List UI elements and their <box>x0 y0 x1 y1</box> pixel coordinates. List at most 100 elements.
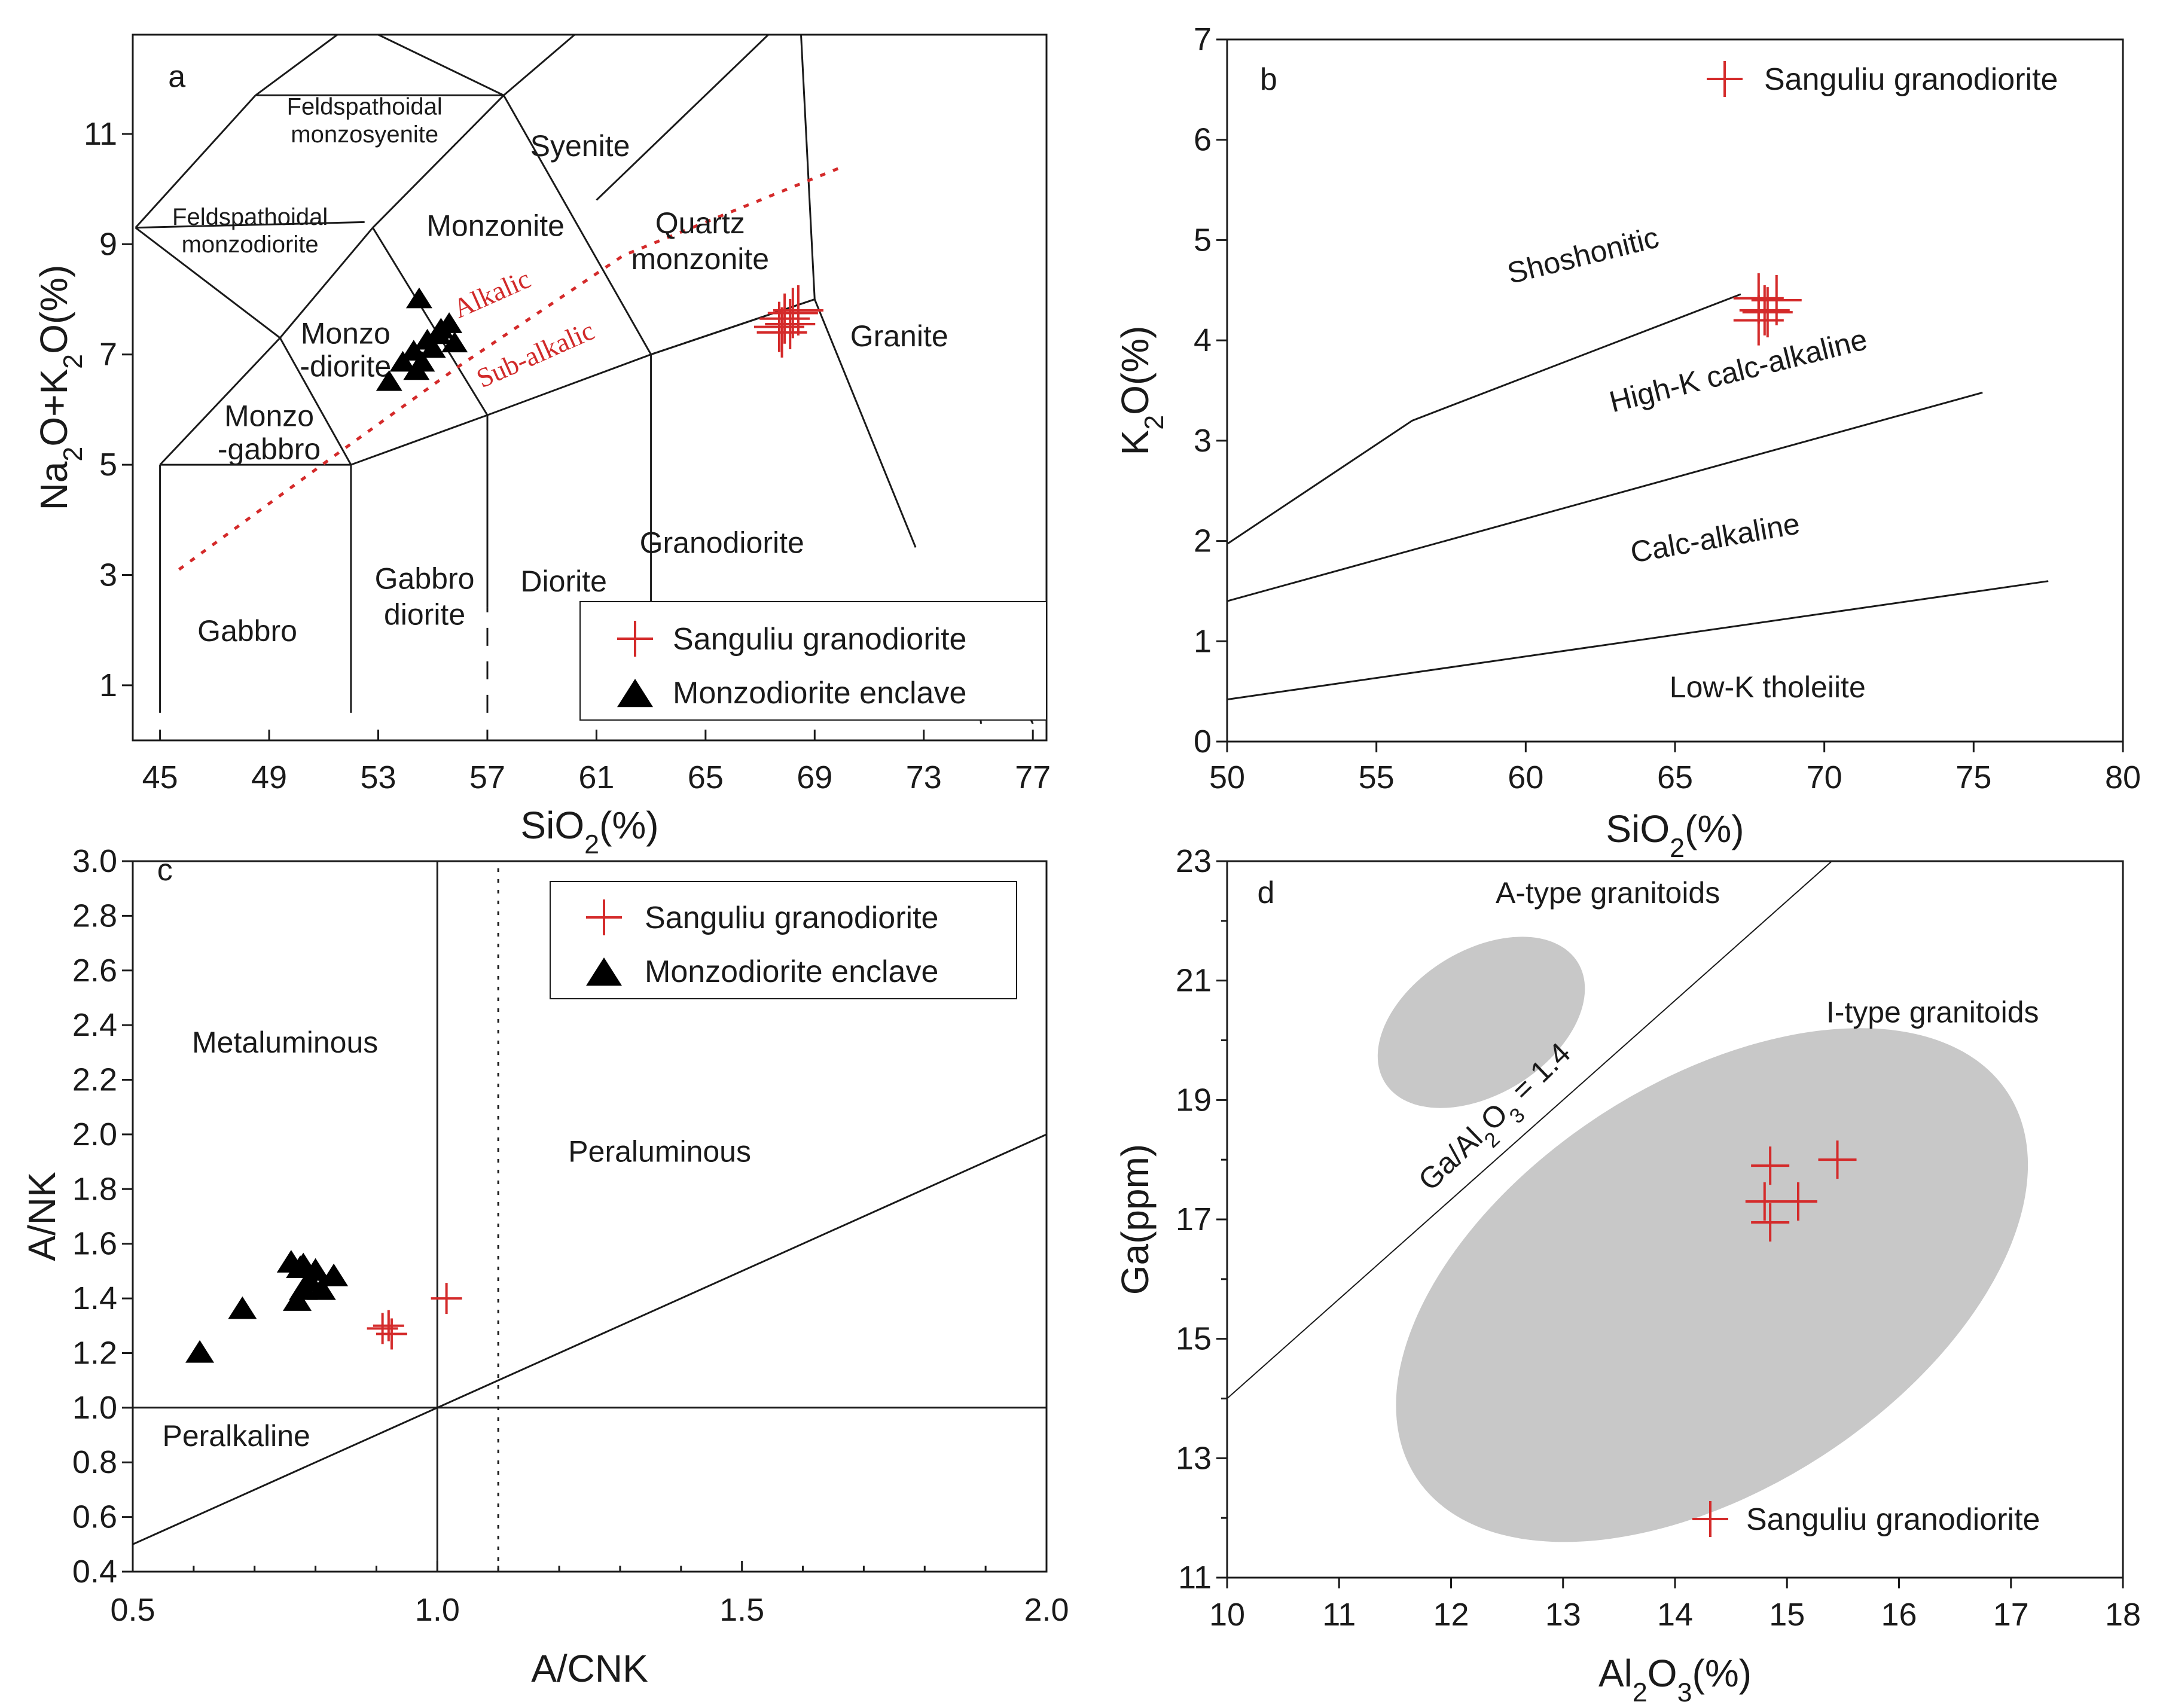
y-tick-label: 1 <box>99 667 117 703</box>
field-boundary <box>800 34 816 300</box>
field-boundary <box>279 337 352 465</box>
data-point-monzodiorite-enclave <box>283 1288 312 1311</box>
plot-frame <box>132 860 1048 1573</box>
one-to-one-line <box>132 1133 1047 1545</box>
field-boundary <box>596 33 769 201</box>
panel-b-k2o-sio2-diagram: 50 55 60 65 70 75 80 0 1 2 3 4 5 6 7 Shoshonitic High-K … <box>1113 22 2141 863</box>
legend-label: Monzodiorite enclave <box>645 954 938 989</box>
field-label-diorite: Diorite <box>520 565 606 598</box>
x-tick-label: 1.5 <box>719 1592 764 1628</box>
x-tick-label: 70 <box>1807 760 1842 795</box>
field-label-peralkaline: Peralkaline <box>162 1419 310 1453</box>
data-point-sanguliu-granodiorite <box>759 293 810 344</box>
x-tick-label: 73 <box>906 760 942 795</box>
y-axis-label: A/NK <box>20 1172 63 1261</box>
field-boundary <box>377 33 504 96</box>
alkalic-divider <box>178 165 843 571</box>
legend-box <box>579 601 1047 721</box>
field-label-calc-alkaline: Calc-alkaline <box>1628 507 1802 569</box>
x-tick-label: 45 <box>142 760 178 795</box>
data-point-monzodiorite-enclave <box>228 1296 257 1319</box>
field-boundary <box>502 94 652 355</box>
legend-label: Sanguliu granodiorite <box>645 901 938 935</box>
field-label-granodiorite: Granodiorite <box>640 526 804 560</box>
x-tick-label: 14 <box>1657 1597 1693 1633</box>
x-tick-label: 77 <box>1015 760 1051 795</box>
data-point-sanguliu-granodiorite <box>765 298 816 349</box>
legend-marker-plus <box>617 621 653 657</box>
x-tick-label: 49 <box>251 760 287 795</box>
data-point-monzodiorite-enclave <box>185 1340 215 1363</box>
y-tick-label: 1.8 <box>72 1171 117 1207</box>
y-tick-label: 5 <box>99 447 117 483</box>
y-tick-label: 2.6 <box>72 953 117 989</box>
y-tick-label: 15 <box>1176 1321 1212 1357</box>
x-tick-label: 50 <box>1209 760 1245 795</box>
x-tick-label: 13 <box>1545 1597 1581 1633</box>
data-point-monzodiorite-enclave <box>419 337 446 358</box>
x-tick-label: 75 <box>1955 760 1991 795</box>
x-tick-label: 53 <box>360 760 396 795</box>
y-tick-label: 13 <box>1176 1440 1212 1476</box>
series-boundary <box>1227 391 1983 602</box>
y-tick-label: 5 <box>1194 222 1212 258</box>
x-tick-label: 60 <box>1508 760 1543 795</box>
x-tick-label: 61 <box>578 760 614 795</box>
y-tick-label: 0.4 <box>72 1554 117 1590</box>
a-type-field <box>1377 937 1585 1108</box>
field-label-monzogabbro: Monzo <box>224 399 314 433</box>
y-tick-label: 1.6 <box>72 1226 117 1262</box>
field-label-granite: Granite <box>850 319 948 353</box>
y-tick-label: 9 <box>99 226 117 262</box>
field-label-low-k-tholeiite: Low-K tholeiite <box>1670 670 1866 704</box>
data-point-sanguliu-granodiorite <box>376 1318 407 1350</box>
field-label-gabbro-diorite: Gabbro <box>375 562 475 595</box>
field-label-shoshonitic: Shoshonitic <box>1504 220 1662 290</box>
y-tick-label: 7 <box>99 337 117 373</box>
x-tick-label: 65 <box>688 760 724 795</box>
field-boundary <box>279 227 374 338</box>
y-tick-label: 21 <box>1176 963 1212 999</box>
y-axis-label: Na2O+K2O(%) <box>32 265 88 511</box>
y-tick-label: 3 <box>99 557 117 593</box>
data-point-monzodiorite-enclave <box>405 287 432 309</box>
legend-label: Sanguliu granodiorite <box>1746 1502 2040 1537</box>
field-boundary <box>813 298 917 548</box>
field-label-high-k-calc-alkaline: High-K calc-alkaline <box>1606 322 1871 419</box>
plot-frame <box>132 33 1048 742</box>
field-label-metaluminous: Metaluminous <box>192 1026 378 1059</box>
y-tick-label: 23 <box>1176 843 1212 879</box>
legend-label: Monzodiorite enclave <box>673 676 966 710</box>
field-label-monzodiorite: Monzo <box>301 316 390 350</box>
y-tick-label: 1.4 <box>72 1280 117 1316</box>
data-point-sanguliu-granodiorite <box>1778 1182 1817 1221</box>
alkalic-label: Alkalic <box>449 263 535 324</box>
legend-marker-plus <box>1692 1501 1728 1537</box>
field-boundary <box>255 33 338 96</box>
field-label-feldspathoidal-monzodiorite: monzodiorite <box>182 231 319 258</box>
y-tick-label: 3 <box>1194 423 1212 459</box>
data-point-sanguliu-granodiorite <box>373 1310 404 1341</box>
x-tick-label: 10 <box>1209 1597 1245 1633</box>
y-tick-label: 2.2 <box>72 1062 117 1098</box>
x-tick-label: 18 <box>2105 1597 2141 1633</box>
data-point-sanguliu-granodiorite <box>431 1283 462 1314</box>
data-point-sanguliu-granodiorite <box>767 288 818 338</box>
y-tick-label: 11 <box>84 116 117 152</box>
y-tick-label: 6 <box>1194 122 1212 158</box>
series-boundary <box>1227 580 2049 701</box>
y-tick-label: 0.6 <box>72 1499 117 1535</box>
field-label-gabbro: Gabbro <box>197 614 297 648</box>
y-tick-label: 17 <box>1176 1201 1212 1237</box>
legend-label: Sanguliu granodiorite <box>673 622 966 657</box>
data-point-monzodiorite-enclave <box>307 1277 336 1300</box>
data-point-sanguliu-granodiorite <box>1751 1146 1790 1185</box>
data-point-sanguliu-granodiorite <box>756 307 807 358</box>
x-tick-label: 57 <box>469 760 505 795</box>
field-label-quartz-monzonite: monzonite <box>631 242 769 276</box>
x-tick-label: 0.5 <box>110 1592 155 1628</box>
data-point-sanguliu-granodiorite <box>1733 295 1784 346</box>
y-tick-label: 3.0 <box>72 843 117 879</box>
field-boundary <box>503 33 575 96</box>
data-point-sanguliu-granodiorite <box>1739 285 1790 336</box>
